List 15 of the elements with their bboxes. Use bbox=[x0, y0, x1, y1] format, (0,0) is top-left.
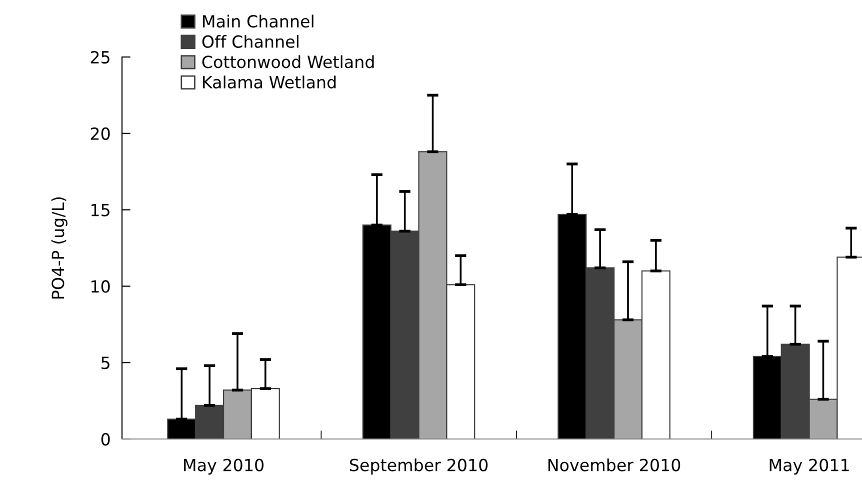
y-tick-label: 15 bbox=[92, 204, 110, 216]
legend-label: Cottonwood Wetland bbox=[202, 55, 374, 68]
x-tick-label: May 2011 bbox=[770, 458, 849, 475]
x-tick-label: September 2010 bbox=[350, 458, 488, 475]
y-tick-label: 10 bbox=[92, 280, 110, 293]
x-tick-label: November 2010 bbox=[548, 458, 680, 472]
y-tick-label: 0 bbox=[101, 432, 110, 446]
legend-label: Off Channel bbox=[202, 34, 298, 48]
y-tick-label: 5 bbox=[102, 356, 110, 370]
y-axis-title: PO4-P (ug/L) bbox=[51, 197, 68, 298]
legend-label: Main Channel bbox=[203, 14, 314, 28]
y-tick-label: 20 bbox=[90, 127, 110, 140]
y-tick-label: 25 bbox=[90, 50, 110, 64]
x-tick-label: May 2010 bbox=[184, 458, 264, 475]
legend-label: Kalama Wetland bbox=[203, 76, 336, 88]
